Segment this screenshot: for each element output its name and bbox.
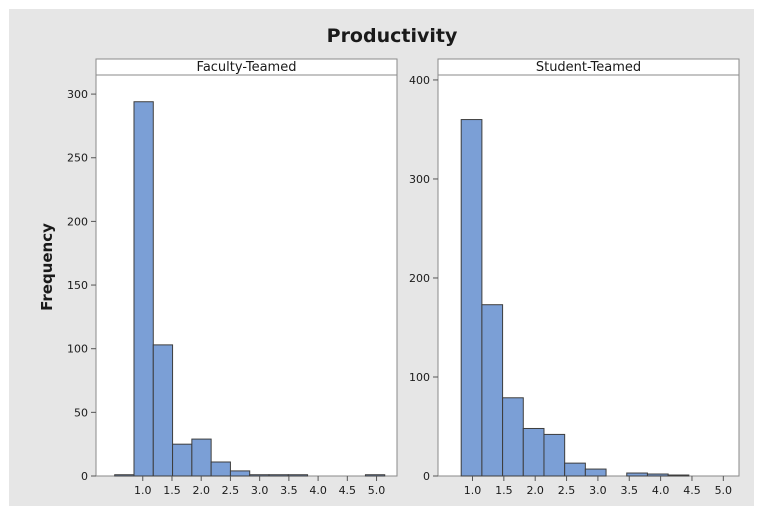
histogram-bar bbox=[191, 438, 212, 477]
x-tick-label: 3.0 bbox=[589, 484, 607, 497]
panel-header bbox=[437, 58, 740, 76]
x-tick-label: 2.0 bbox=[526, 484, 544, 497]
panel-title: Student-Teamed bbox=[536, 60, 641, 75]
histogram-bar bbox=[172, 443, 193, 477]
histogram-bar bbox=[460, 119, 483, 477]
chart-title: Productivity bbox=[327, 25, 458, 47]
x-tick-label: 5.0 bbox=[368, 484, 386, 497]
histogram-bar bbox=[287, 474, 309, 477]
histogram-bar bbox=[481, 304, 504, 477]
x-tick-label: 4.5 bbox=[683, 484, 701, 497]
histogram-bar bbox=[249, 474, 270, 477]
histogram-bar bbox=[584, 468, 607, 477]
x-tick-label: 3.5 bbox=[280, 484, 298, 497]
histogram-bar bbox=[646, 473, 669, 477]
x-tick-label: 4.0 bbox=[309, 484, 327, 497]
histogram-bar bbox=[364, 474, 386, 477]
histogram-bar bbox=[564, 462, 586, 477]
x-tick-label: 1.0 bbox=[464, 484, 482, 497]
y-tick-label: 300 bbox=[409, 173, 430, 186]
histogram-bar bbox=[522, 427, 545, 477]
x-tick-label: 3.5 bbox=[621, 484, 639, 497]
x-tick-label: 3.0 bbox=[251, 484, 269, 497]
x-tick-label: 4.5 bbox=[339, 484, 357, 497]
histogram-bar bbox=[502, 397, 524, 477]
y-tick-label: 50 bbox=[74, 406, 88, 419]
x-tick-label: 4.0 bbox=[652, 484, 670, 497]
histogram-bar bbox=[133, 101, 154, 477]
x-tick-label: 2.5 bbox=[222, 484, 240, 497]
histogram-bar bbox=[114, 474, 135, 477]
panel-title: Faculty-Teamed bbox=[197, 60, 297, 75]
y-tick-label: 200 bbox=[409, 272, 430, 285]
histogram-bar bbox=[667, 474, 690, 477]
x-tick-label: 1.5 bbox=[495, 484, 513, 497]
y-tick-label: 400 bbox=[409, 74, 430, 87]
y-tick-label: 300 bbox=[67, 88, 88, 101]
x-tick-label: 2.0 bbox=[192, 484, 210, 497]
y-tick-label: 100 bbox=[67, 343, 88, 356]
panel-faculty-teamed: Faculty-Teamed 0 50 100 150 200 250 300 1.0 1.5 2.… bbox=[67, 58, 398, 497]
y-tick-label: 0 bbox=[81, 470, 88, 483]
histogram-bar bbox=[543, 433, 566, 477]
y-tick-label: 200 bbox=[67, 215, 88, 228]
x-tick-label: 1.5 bbox=[163, 484, 181, 497]
x-tick-label: 2.5 bbox=[558, 484, 576, 497]
y-axis-label: Frequency bbox=[38, 223, 56, 311]
histogram-bar bbox=[229, 470, 251, 477]
panels: Faculty-Teamed 0 50 100 150 200 250 300 1.0 1.5 2.… bbox=[67, 58, 740, 497]
y-tick-label: 150 bbox=[67, 279, 88, 292]
panel-student-teamed: Student-Teamed 0 100 200 300 400 1.0 1.5 2.0 2.5 3… bbox=[409, 58, 740, 497]
y-tick-label: 250 bbox=[67, 152, 88, 165]
histogram-bar bbox=[152, 344, 174, 477]
y-tick-label: 100 bbox=[409, 371, 430, 384]
histogram-bar bbox=[268, 474, 289, 477]
histogram-bar bbox=[210, 461, 231, 477]
y-tick-label: 0 bbox=[423, 470, 430, 483]
histogram-bar bbox=[626, 472, 648, 477]
x-tick-label: 5.0 bbox=[715, 484, 733, 497]
x-tick-label: 1.0 bbox=[134, 484, 152, 497]
panel-header bbox=[95, 58, 398, 76]
